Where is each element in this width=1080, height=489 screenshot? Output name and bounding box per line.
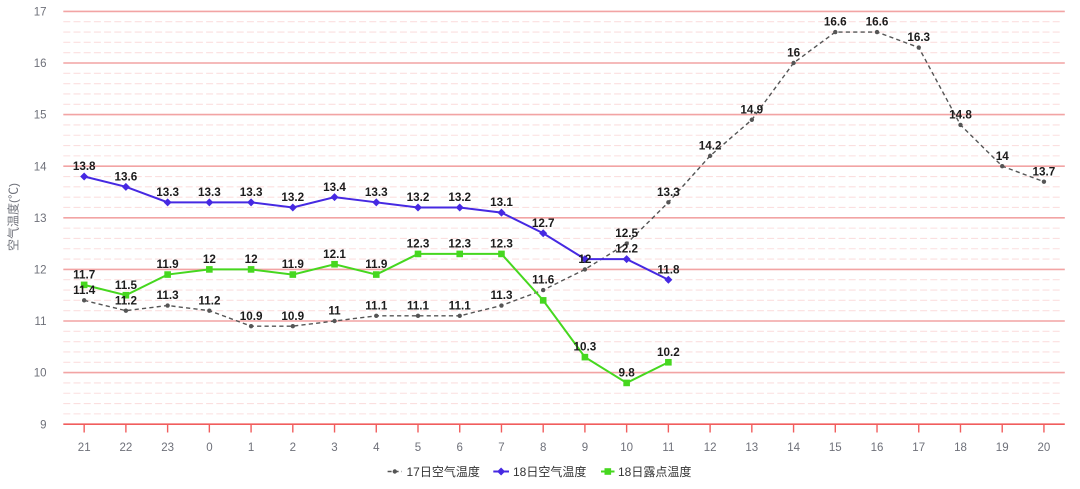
svg-text:14: 14 (787, 442, 800, 454)
svg-text:16.6: 16.6 (824, 16, 847, 29)
svg-text:12.3: 12.3 (448, 238, 471, 251)
svg-text:17: 17 (912, 442, 925, 454)
svg-text:16.3: 16.3 (907, 31, 930, 44)
svg-text:13.2: 13.2 (407, 191, 430, 204)
svg-text:13.3: 13.3 (657, 186, 680, 199)
svg-text:11: 11 (662, 442, 674, 454)
svg-text:18: 18 (954, 442, 967, 454)
svg-text:12: 12 (704, 442, 717, 454)
svg-text:21: 21 (78, 442, 91, 454)
svg-text:13.4: 13.4 (323, 181, 346, 194)
svg-text:10.9: 10.9 (240, 310, 263, 323)
svg-text:11.9: 11.9 (282, 258, 305, 271)
svg-text:19: 19 (996, 442, 1009, 454)
svg-text:14.2: 14.2 (699, 140, 722, 153)
svg-text:15: 15 (829, 442, 842, 454)
svg-text:20: 20 (1038, 442, 1051, 454)
svg-text:13.3: 13.3 (365, 186, 388, 199)
svg-text:23: 23 (161, 442, 174, 454)
svg-text:14: 14 (34, 161, 47, 173)
svg-text:11.1: 11.1 (449, 299, 472, 312)
svg-text:11.9: 11.9 (365, 258, 388, 271)
svg-text:6: 6 (456, 442, 462, 454)
svg-text:11: 11 (35, 316, 47, 328)
svg-text:空气温度(℃): 空气温度(℃) (6, 183, 21, 251)
svg-text:16.6: 16.6 (866, 16, 889, 29)
svg-text:11.6: 11.6 (532, 274, 555, 287)
svg-text:10.9: 10.9 (281, 310, 304, 323)
svg-text:11: 11 (328, 305, 341, 318)
svg-text:5: 5 (415, 442, 421, 454)
svg-text:8: 8 (540, 442, 546, 454)
svg-text:15: 15 (34, 110, 47, 122)
svg-text:12: 12 (578, 253, 592, 266)
svg-text:0: 0 (206, 442, 212, 454)
svg-text:13.3: 13.3 (156, 186, 179, 199)
svg-text:1: 1 (248, 442, 254, 454)
svg-text:4: 4 (373, 442, 380, 454)
svg-text:16: 16 (34, 58, 47, 70)
svg-text:13.1: 13.1 (490, 196, 513, 209)
svg-text:13.8: 13.8 (73, 160, 96, 173)
svg-text:13.2: 13.2 (281, 191, 304, 204)
svg-text:11.2: 11.2 (115, 294, 138, 307)
svg-text:22: 22 (120, 442, 133, 454)
svg-text:13.3: 13.3 (198, 186, 221, 199)
svg-text:10.3: 10.3 (574, 341, 597, 354)
svg-text:14.9: 14.9 (740, 103, 763, 116)
svg-text:11.3: 11.3 (157, 289, 180, 302)
svg-text:2: 2 (290, 442, 296, 454)
svg-text:11.2: 11.2 (198, 294, 221, 307)
svg-text:12.5: 12.5 (615, 227, 638, 240)
svg-text:16: 16 (871, 442, 884, 454)
svg-text:11.1: 11.1 (365, 299, 388, 312)
svg-text:9.8: 9.8 (618, 367, 635, 380)
svg-text:10: 10 (620, 442, 633, 454)
svg-text:12.3: 12.3 (490, 238, 513, 251)
svg-text:13.7: 13.7 (1033, 165, 1056, 178)
svg-text:11.1: 11.1 (407, 299, 430, 312)
svg-text:12: 12 (203, 253, 217, 266)
svg-text:14.8: 14.8 (949, 109, 972, 122)
svg-text:13.2: 13.2 (448, 191, 471, 204)
svg-text:11.4: 11.4 (73, 284, 96, 297)
svg-text:11.5: 11.5 (115, 279, 138, 292)
svg-text:16: 16 (787, 47, 801, 60)
svg-text:13: 13 (34, 213, 47, 225)
svg-text:9: 9 (582, 442, 588, 454)
svg-text:17日空气温度: 17日空气温度 (407, 464, 480, 479)
svg-text:9: 9 (40, 419, 46, 431)
svg-text:7: 7 (498, 442, 504, 454)
svg-text:13.6: 13.6 (115, 170, 138, 183)
svg-text:11.3: 11.3 (490, 289, 513, 302)
svg-text:3: 3 (331, 442, 337, 454)
svg-text:11.9: 11.9 (157, 258, 180, 271)
svg-text:11.7: 11.7 (73, 269, 95, 282)
svg-text:12: 12 (34, 265, 47, 277)
svg-text:18日露点温度: 18日露点温度 (618, 464, 691, 479)
svg-text:14: 14 (996, 150, 1010, 163)
svg-text:10.2: 10.2 (657, 346, 680, 359)
svg-text:12.1: 12.1 (323, 248, 346, 261)
svg-text:12: 12 (245, 253, 259, 266)
svg-text:10: 10 (34, 368, 47, 380)
svg-text:18日空气温度: 18日空气温度 (513, 464, 586, 479)
svg-text:12.3: 12.3 (407, 238, 430, 251)
svg-text:17: 17 (34, 7, 47, 19)
svg-text:13.3: 13.3 (240, 186, 263, 199)
svg-text:12.2: 12.2 (615, 243, 638, 256)
svg-text:13: 13 (745, 442, 758, 454)
svg-text:12.7: 12.7 (532, 217, 555, 230)
svg-text:11.8: 11.8 (657, 263, 680, 276)
